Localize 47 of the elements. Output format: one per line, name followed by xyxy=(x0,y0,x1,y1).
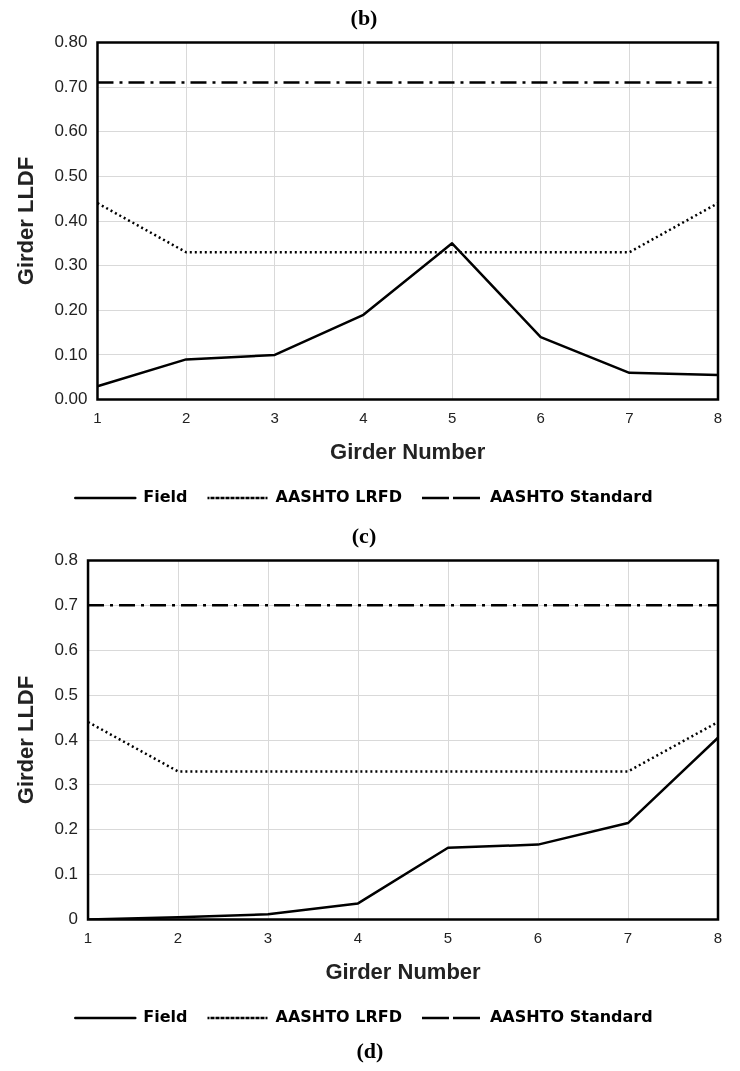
y-tick-label: 0.40 xyxy=(54,210,88,230)
x-tick-label: 3 xyxy=(263,928,273,946)
x-tick-label: 7 xyxy=(625,408,634,426)
x-tick-label: 4 xyxy=(359,408,368,426)
y-tick-label: 0.1 xyxy=(54,864,79,884)
x-axis-title: Girder Number xyxy=(330,438,486,464)
x-tick-label: 7 xyxy=(623,928,633,946)
x-tick-label: 1 xyxy=(83,928,93,946)
y-tick-label: 0.5 xyxy=(54,684,79,704)
x-tick-label: 3 xyxy=(270,408,279,426)
legend-label: AASHTO Standard xyxy=(489,1007,653,1027)
y-axis-title: Girder LLDF xyxy=(13,675,39,805)
y-tick-label: 0.2 xyxy=(54,819,79,839)
text: (d) xyxy=(355,1038,385,1064)
y-tick-label: 0.6 xyxy=(54,639,79,659)
y-tick-label: 0.7 xyxy=(54,594,79,614)
x-tick-label: 8 xyxy=(713,928,723,946)
y-tick-label: 0.20 xyxy=(54,299,88,319)
y-tick-label: 0.8 xyxy=(54,550,79,570)
x-tick-label: 4 xyxy=(353,928,363,946)
y-tick-label: 0.60 xyxy=(54,121,88,141)
x-tick-label: 2 xyxy=(181,408,191,426)
x-axis-title: Girder Number xyxy=(325,958,482,984)
legend-label: Field xyxy=(143,487,188,507)
x-tick-label: 8 xyxy=(713,408,723,426)
y-axis-title: Girder LLDF xyxy=(13,156,39,286)
y-tick-label: 0.00 xyxy=(54,389,88,409)
y-tick-label: 0 xyxy=(68,909,79,929)
x-tick-label: 1 xyxy=(93,408,102,426)
x-tick-label: 6 xyxy=(533,928,543,946)
y-tick-label: 0.3 xyxy=(54,774,79,794)
x-tick-label: 5 xyxy=(447,408,457,426)
x-tick-label: 2 xyxy=(173,928,183,946)
legend-label: AASHTO Standard xyxy=(489,487,653,507)
chart-title: (b) xyxy=(350,4,378,30)
y-tick-label: 0.80 xyxy=(54,32,88,52)
legend-label: AASHTO LRFD xyxy=(275,1007,402,1027)
legend-label: Field xyxy=(143,1007,188,1027)
chart-title: (c) xyxy=(351,522,377,548)
y-tick-label: 0.50 xyxy=(54,166,88,186)
y-tick-label: 0.4 xyxy=(54,729,79,749)
x-tick-label: 5 xyxy=(443,928,453,946)
y-tick-label: 0.70 xyxy=(54,76,88,96)
y-tick-label: 0.30 xyxy=(54,255,88,275)
y-tick-label: 0.10 xyxy=(54,344,88,364)
legend-label: AASHTO LRFD xyxy=(275,487,402,507)
x-tick-label: 6 xyxy=(536,408,545,426)
